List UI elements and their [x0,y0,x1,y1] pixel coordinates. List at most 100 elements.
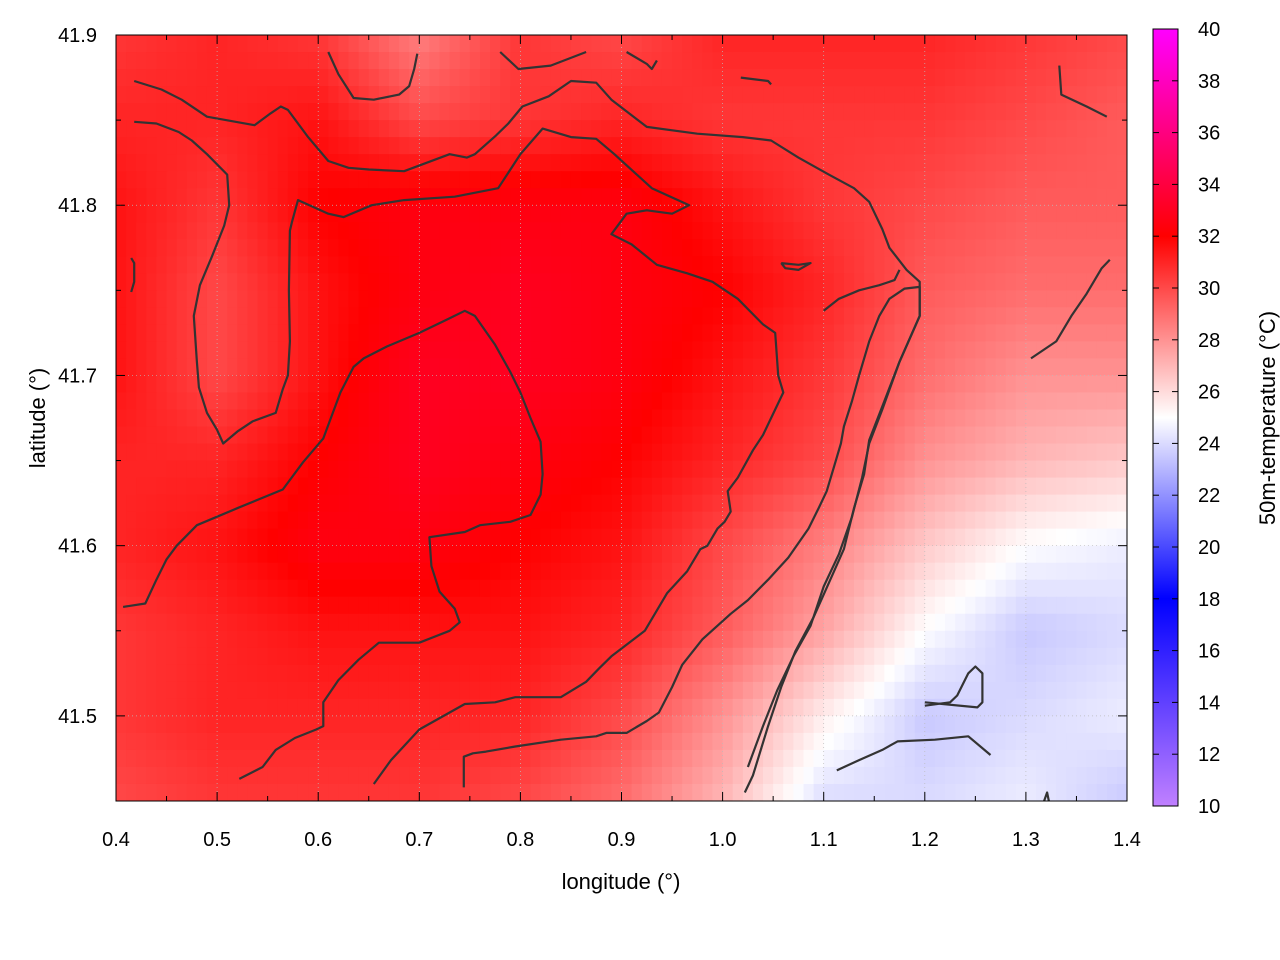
heatmap-cell [469,698,481,717]
heatmap-cell [186,732,198,751]
heatmap-cell [479,732,491,751]
heatmap-cell [469,137,481,155]
heatmap-cell [368,443,380,462]
heatmap-cell [550,392,562,411]
heatmap-cell [277,698,289,717]
heatmap-cell [742,749,754,768]
heatmap-cell [1096,35,1108,53]
heatmap-cell [1086,358,1098,377]
heatmap-cell [591,69,602,87]
heatmap-cell [854,52,865,70]
heatmap-cell [611,205,623,223]
x-tick-label: 1.2 [911,829,939,851]
heatmap-cell [985,171,997,189]
heatmap-cell [156,749,168,768]
heatmap-cell [672,647,683,666]
heatmap-cell [560,222,572,240]
heatmap-cell [722,409,734,428]
heatmap-cell [368,103,380,121]
heatmap-cell [126,375,137,394]
heatmap-cell [237,681,249,700]
heatmap-cell [601,681,612,700]
heatmap-cell [166,562,178,581]
heatmap-cell [500,613,511,632]
heatmap-cell [227,732,238,751]
heatmap-cell [318,528,329,547]
heatmap-cell [843,511,855,530]
heatmap-cell [126,749,137,768]
contour-line [823,269,901,312]
heatmap-cell [399,443,410,462]
heatmap-cell [1076,443,1088,462]
heatmap-cell [975,664,987,683]
heatmap-cell [227,341,238,360]
heatmap-cell [965,766,976,785]
heatmap-cell [601,392,612,411]
heatmap-cell [1036,681,1047,700]
heatmap-cell [126,681,137,700]
heatmap-cell [672,154,683,172]
heatmap-cell [530,749,542,768]
heatmap-cell [712,205,724,223]
heatmap-cell [1005,783,1017,801]
heatmap-cell [955,290,966,308]
heatmap-cell [884,392,896,411]
heatmap-cell [661,290,673,308]
heatmap-cell [308,460,319,479]
heatmap-cell [752,409,764,428]
heatmap-cell [1106,715,1118,734]
heatmap-cell [641,630,653,649]
colorbar-tick-label: 16 [1198,641,1220,663]
heatmap-cell [550,528,562,547]
heatmap-cell [469,562,481,581]
heatmap-cell [500,137,511,155]
heatmap-cell [651,511,663,530]
heatmap-cell [874,256,885,274]
heatmap-cell [641,273,653,291]
heatmap-cell [641,35,653,53]
heatmap-cell [763,545,774,564]
heatmap-cell [146,290,158,308]
heatmap-cell [550,103,562,121]
heatmap-cell [854,35,865,53]
heatmap-cell [985,69,997,87]
heatmap-cell [894,137,906,155]
heatmap-cell [641,749,653,768]
heatmap-cell [247,579,259,598]
heatmap-cell [409,307,420,325]
heatmap-cell [156,154,168,172]
heatmap-cell [176,358,188,377]
heatmap-cell [641,52,653,70]
heatmap-cell [368,664,380,683]
heatmap-cell [672,511,683,530]
heatmap-cell [884,324,896,342]
heatmap-cell [1046,409,1057,428]
heatmap-cell [570,579,582,598]
heatmap-cell [388,392,400,411]
heatmap-cell [722,137,734,155]
heatmap-cell [510,358,521,377]
heatmap-cell [823,630,835,649]
heatmap-cell [1066,120,1078,138]
heatmap-cell [833,52,845,70]
heatmap-cell [1086,596,1098,615]
heatmap-cell [388,562,400,581]
heatmap-cell [206,613,218,632]
heatmap-cell [126,171,137,189]
heatmap-cell [136,154,147,172]
heatmap-cell [439,681,451,700]
heatmap-cell [176,698,188,717]
heatmap-cell [439,664,451,683]
heatmap-cell [672,562,683,581]
heatmap-cell [934,392,946,411]
heatmap-cell [156,409,168,428]
heatmap-cell [560,698,572,717]
heatmap-cell [621,52,633,70]
heatmap-cell [116,239,127,257]
heatmap-cell [449,35,461,53]
heatmap-cell [773,256,784,274]
heatmap-cell [1066,545,1078,564]
heatmap-cell [904,460,916,479]
heatmap-cell [874,86,885,104]
heatmap-cell [237,188,249,206]
